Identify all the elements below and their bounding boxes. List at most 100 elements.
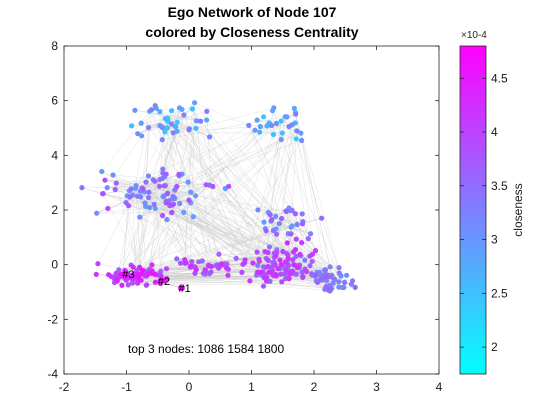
network-node bbox=[260, 283, 267, 289]
network-node bbox=[262, 249, 268, 255]
top-node-label: #2 bbox=[158, 276, 170, 288]
network-node bbox=[126, 203, 132, 209]
network-node bbox=[305, 236, 311, 242]
network-node bbox=[151, 201, 157, 207]
network-node bbox=[277, 257, 283, 263]
network-node bbox=[160, 194, 166, 200]
network-node bbox=[190, 214, 196, 220]
network-node bbox=[181, 209, 187, 215]
network-node bbox=[294, 264, 300, 271]
network-node bbox=[188, 263, 194, 269]
network-node bbox=[189, 259, 195, 265]
network-edge bbox=[196, 120, 212, 267]
network-edge bbox=[171, 204, 267, 282]
network-node bbox=[119, 282, 125, 288]
y-axis: -4 -2 0 2 4 6 8 bbox=[47, 39, 439, 381]
network-node bbox=[192, 100, 198, 106]
network-node bbox=[196, 259, 202, 265]
x-tick-label: -1 bbox=[121, 380, 132, 394]
network-edge bbox=[130, 188, 226, 277]
network-edge bbox=[165, 107, 180, 175]
network-node bbox=[265, 263, 271, 270]
network-node bbox=[202, 271, 208, 277]
network-node bbox=[99, 168, 105, 175]
network-node bbox=[142, 200, 148, 206]
network-node bbox=[169, 209, 175, 216]
network-edge bbox=[295, 138, 345, 288]
network-node bbox=[336, 279, 342, 285]
network-node bbox=[100, 191, 106, 197]
network-node bbox=[349, 278, 356, 284]
network-edge bbox=[96, 207, 150, 214]
network-node bbox=[210, 183, 216, 189]
network-node bbox=[283, 208, 289, 215]
network-node bbox=[162, 129, 168, 135]
network-node bbox=[158, 268, 164, 274]
network-node bbox=[169, 202, 175, 208]
network-node bbox=[332, 276, 338, 282]
network-node bbox=[224, 265, 230, 271]
network-node bbox=[276, 221, 282, 227]
network-edge bbox=[139, 184, 210, 218]
network-node bbox=[326, 273, 332, 279]
network-node bbox=[164, 217, 170, 223]
x-tick-label: 0 bbox=[186, 380, 193, 394]
network-edge bbox=[148, 189, 175, 198]
network-node bbox=[207, 134, 213, 140]
network-edge bbox=[200, 121, 276, 217]
network-node bbox=[138, 120, 144, 126]
network-node bbox=[131, 272, 138, 278]
network-node bbox=[325, 287, 332, 293]
network-node bbox=[322, 274, 329, 280]
network-node bbox=[304, 268, 310, 275]
network-node bbox=[135, 280, 141, 286]
network-edge bbox=[129, 190, 266, 229]
network-edge bbox=[206, 111, 296, 214]
network-node bbox=[176, 171, 182, 177]
network-node bbox=[272, 262, 278, 268]
network-node bbox=[336, 270, 342, 276]
network-node bbox=[225, 272, 231, 278]
network-edge bbox=[271, 219, 303, 222]
network-node bbox=[145, 173, 152, 179]
network-node bbox=[182, 257, 188, 263]
network-edge bbox=[171, 109, 183, 125]
network-edge bbox=[101, 109, 152, 172]
network-node bbox=[144, 282, 150, 288]
network-node bbox=[307, 263, 313, 269]
network-edge bbox=[115, 172, 164, 274]
network-node bbox=[279, 279, 285, 285]
network-node bbox=[145, 125, 152, 131]
network-node bbox=[312, 248, 319, 254]
colorbar bbox=[459, 45, 487, 375]
network-edge bbox=[164, 176, 277, 250]
network-edge bbox=[167, 127, 270, 248]
network-edge bbox=[137, 195, 269, 261]
network-node bbox=[159, 175, 166, 181]
network-edge bbox=[156, 108, 282, 267]
network-node bbox=[159, 125, 165, 131]
network-node bbox=[146, 205, 153, 211]
network-node bbox=[145, 195, 152, 201]
network-node bbox=[193, 267, 199, 273]
network-edge bbox=[196, 253, 220, 270]
top-node-marker bbox=[157, 277, 165, 285]
network-node bbox=[275, 266, 281, 272]
colorbar-tick-label: 3.5 bbox=[491, 179, 508, 193]
network-node bbox=[149, 270, 156, 276]
network-node bbox=[114, 276, 120, 283]
network-node bbox=[286, 276, 292, 282]
network-node bbox=[344, 272, 350, 278]
network-node bbox=[132, 107, 138, 113]
network-node bbox=[319, 215, 325, 221]
network-edge bbox=[130, 122, 178, 277]
network-node bbox=[157, 109, 163, 115]
network-node bbox=[288, 224, 294, 230]
network-node bbox=[135, 131, 141, 137]
network-node bbox=[292, 247, 299, 253]
network-node bbox=[161, 183, 167, 189]
network-node bbox=[104, 185, 110, 191]
network-node bbox=[254, 249, 260, 255]
colorbar-tick-label: 3 bbox=[491, 233, 498, 247]
network-node bbox=[267, 212, 273, 218]
